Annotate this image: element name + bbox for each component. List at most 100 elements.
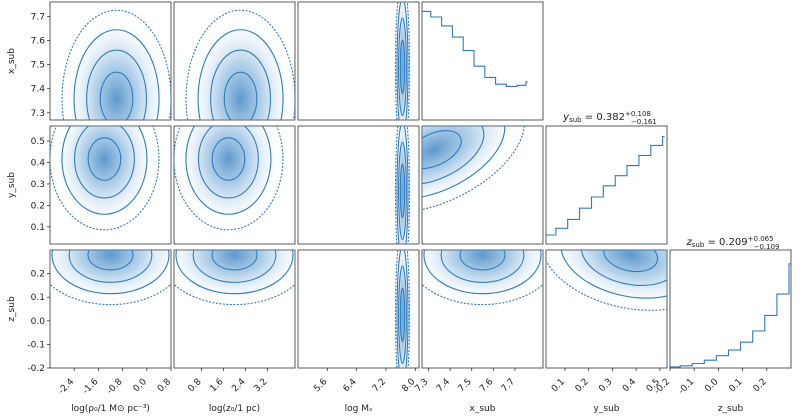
density-shading [50,250,171,300]
x-tick-label: 7.2 [371,377,388,394]
x-tick-label: 0.1 [728,377,745,394]
x-axis-label-x-sub: x_sub [470,404,496,414]
density-shading [174,250,295,300]
x-tick-label: 7.6 [478,377,495,394]
contour-level-2 [210,49,271,120]
density-shading [67,19,166,120]
panel-r0-c1 [173,1,296,121]
y-tick-label: 0.3 [31,180,45,190]
contour-level-3 [175,250,294,295]
contour-level-2 [580,250,667,286]
panel-frame [545,125,668,245]
x-tick-label: -2.4 [57,377,77,397]
density-shading [422,250,543,300]
x-tick-label: 0.3 [597,377,614,394]
panel-r1-c4 [545,125,668,245]
contour-level-3 [396,2,409,120]
panel-r2-c1: 0.8 1.6 2.4 3.2 log(z₀/1 pc) [173,249,296,414]
contour-level-1 [603,250,659,273]
contour-level-1 [211,137,246,181]
x-tick-label: -1.6 [81,377,101,397]
x-tick-label: 3.2 [252,377,269,394]
contour-level-2 [68,250,153,283]
contour-level-1 [87,250,134,271]
contour-level-4 [185,9,295,120]
density-shading [422,126,516,207]
x-tick-label: 5.6 [312,377,329,394]
panel-r1-c2 [297,125,420,245]
contour-level-3 [61,126,148,215]
marginal-title-y-sub: ysub = 0.382+0.108 −0.161 [562,110,657,126]
contour-level-2 [192,250,277,283]
y-tick-label: 0.1 [31,223,45,233]
histogram-y-sub [546,135,665,236]
contour-level-1 [399,163,406,219]
contour-level-3 [197,29,284,120]
contour-level-2 [86,49,147,120]
contour-level-1 [399,39,406,95]
histogram-x-sub [422,10,528,87]
contour-level-2 [198,126,259,199]
panel-r2-c3: 7.3 7.4 7.5 7.6 7.7 x_sub [413,249,544,414]
panel-frame [421,1,544,121]
panel-r2-c4: 0.1 0.2 0.3 0.4 0.5y_sub [545,249,668,414]
x-tick-label: -0.1 [677,377,696,396]
y-tick-label: 7.5 [31,61,45,71]
contour-level-3 [51,250,170,295]
contour-level-4 [50,126,160,231]
contour-level-2 [440,250,525,283]
contour-level-1 [223,71,258,120]
x-tick-label: 0.4 [621,377,638,394]
y-tick-label: 0.2 [31,201,45,211]
x-axis-label-log-m-: log Mₛ [345,404,373,414]
marginal-title-z-sub: zsub = 0.209+0.065 −0.109 [686,235,780,251]
x-tick-label: 0.0 [703,377,720,394]
contour-level-3 [185,126,272,215]
x-axis-label-log-z-1-pc-: log(z₀/1 pc) [209,404,260,414]
contour-level-4 [50,283,171,306]
x-tick-label: 6.4 [342,377,359,394]
x-tick-label: 0.1 [550,377,567,394]
contour-level-1 [99,71,134,120]
x-tick-label: 7.4 [435,377,452,394]
x-axis-label-y-sub: y_sub [594,404,620,414]
x-tick-label: 7.3 [413,377,430,394]
contour-level-1 [211,250,258,271]
contour-level-3 [423,250,542,295]
density-shading [191,19,290,120]
x-tick-label: 1.6 [208,377,225,394]
contour-level-3 [396,126,409,244]
panel-r0-c0: 7.3 7.4 7.5 7.6 7.7 x_sub [7,1,172,121]
panel-r2-c0: -0.2 -0.1 0.0 0.1 0.2 z_sub -2.4 -1.6 -0.8 0.0 0.8… [7,249,173,414]
panel-r1-c1 [173,125,296,245]
x-tick-label: 0.2 [574,377,591,394]
panel-r1-c3 [421,125,544,245]
x-tick-label: 2.4 [230,377,247,394]
contour-level-4 [422,126,526,214]
contour-level-3 [396,250,409,368]
y-tick-label: 7.6 [31,37,46,47]
panel-r2-c5: -0.2 -0.1 0.0 0.1 0.2z_sub [653,249,792,414]
x-tick-label: -0.8 [105,377,125,397]
y-tick-label: -0.1 [27,340,45,350]
y-tick-label: 0.1 [31,293,45,303]
x-tick-label: 7.5 [457,377,474,394]
y-tick-label: 0.0 [31,317,46,327]
contour-level-2 [398,17,407,117]
contour-level-2 [398,141,407,241]
y-tick-label: -0.2 [27,364,45,374]
contour-level-2 [398,265,407,365]
x-axis-label-z-sub: z_sub [718,404,744,414]
x-tick-label: 7.7 [500,377,517,394]
contour-level-4 [394,2,411,120]
contour-level-2 [74,126,135,199]
panel-r0-c2 [297,1,420,121]
histogram-z-sub [670,263,791,368]
panel-frame [669,249,792,369]
y-axis-label-y-sub: y_sub [7,172,17,198]
density-shading [55,126,154,223]
contour-level-4 [174,283,295,306]
contour-level-4 [394,126,411,244]
panel-r0-c3 [421,1,544,121]
